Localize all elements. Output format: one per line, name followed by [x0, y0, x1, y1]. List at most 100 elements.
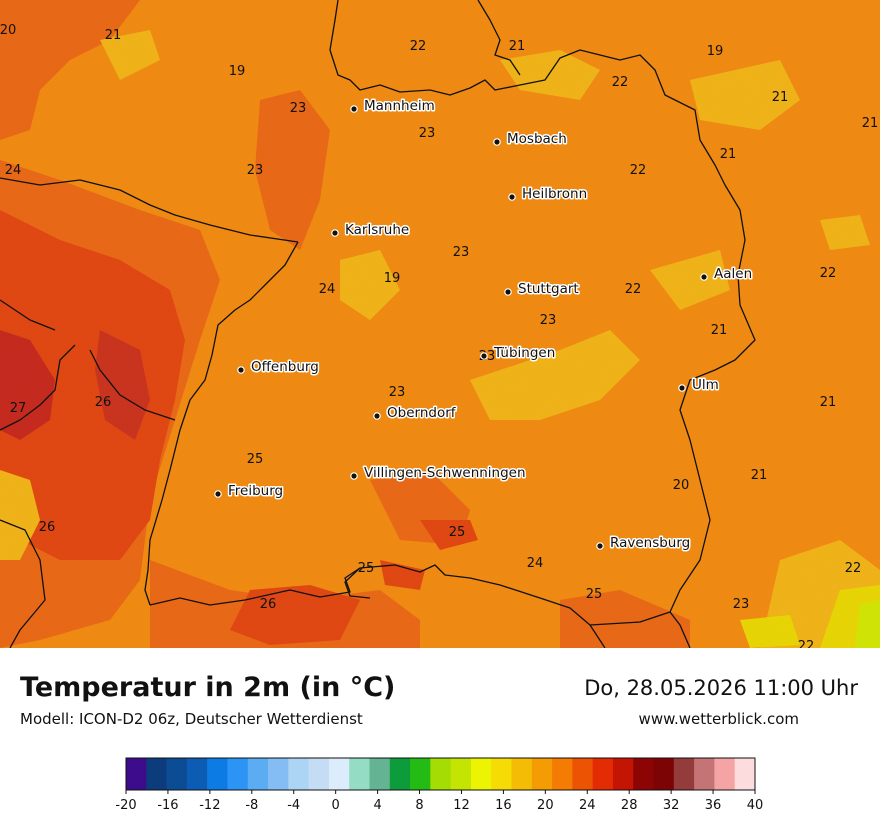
legend-tick-label: 28	[621, 798, 638, 813]
city-marker[interactable]: Oberndorf	[373, 404, 458, 423]
temperature-value: 24	[319, 282, 336, 297]
legend-swatch	[247, 758, 269, 790]
temperature-value: 21	[509, 39, 526, 54]
legend-swatch	[146, 758, 168, 790]
city-marker[interactable]: Mosbach	[493, 130, 568, 149]
legend-tick-label: 40	[747, 798, 764, 813]
temperature-value: 25	[449, 525, 466, 540]
legend-swatch	[531, 758, 553, 790]
website-link[interactable]: www.wetterblick.com	[638, 710, 799, 728]
city-marker[interactable]: Heilbronn	[508, 185, 589, 204]
temperature-value: 23	[247, 163, 264, 178]
temperature-map[interactable]: 20 21 19 22 21 19 22 21 21 23 23 21 24 23 22 23 22 24 19 22…	[0, 0, 880, 648]
temperature-value: 26	[95, 395, 112, 410]
city-dot	[508, 193, 516, 201]
city-marker[interactable]: Ulm	[678, 376, 720, 395]
temperature-value: 21	[862, 116, 879, 131]
temperature-value: 21	[720, 147, 737, 162]
legend-tick-label: 36	[705, 798, 722, 813]
legend-tick-label: 20	[537, 798, 554, 813]
legend-swatch	[470, 758, 492, 790]
temperature-value: 22	[612, 75, 629, 90]
city-dot	[350, 472, 358, 480]
temperature-value: 22	[410, 39, 427, 54]
legend-swatch	[328, 758, 350, 790]
city-marker[interactable]: Stuttgart	[504, 280, 580, 299]
city-name: Oberndorf	[387, 405, 457, 421]
legend-swatch	[734, 758, 756, 790]
legend-tick-label: -4	[287, 798, 300, 813]
title-area: Temperatur in 2m (in °C) Modell: ICON-D2…	[0, 648, 880, 758]
city-dot	[480, 352, 488, 360]
city-dot	[493, 138, 501, 146]
temperature-value: 23	[290, 101, 307, 116]
temperature-value: 22	[845, 561, 862, 576]
city-name: Heilbronn	[522, 186, 587, 202]
city-name: Stuttgart	[518, 281, 579, 297]
temperature-value: 24	[527, 556, 544, 571]
temperature-value: 23	[733, 597, 750, 612]
legend-swatch	[714, 758, 736, 790]
city-marker[interactable]: Karlsruhe	[331, 221, 411, 240]
legend-swatch	[491, 758, 513, 790]
city-dot	[373, 412, 381, 420]
city-dot	[504, 288, 512, 296]
legend-swatch	[369, 758, 391, 790]
city-name: Ravensburg	[610, 535, 690, 551]
temperature-value: 19	[229, 64, 246, 79]
legend-swatch	[288, 758, 310, 790]
temperature-value: 22	[630, 163, 647, 178]
temperature-value: 21	[820, 395, 837, 410]
legend-swatch	[430, 758, 452, 790]
city-dot	[214, 490, 222, 498]
model-source: Modell: ICON-D2 06z, Deutscher Wetterdie…	[20, 710, 363, 728]
city-name: Tübingen	[493, 345, 555, 361]
legend-tick-label: 32	[663, 798, 680, 813]
city-name: Villingen-Schwenningen	[364, 465, 526, 481]
legend-swatch	[572, 758, 594, 790]
temperature-value: 25	[247, 452, 264, 467]
temperature-value: 25	[358, 561, 375, 576]
city-marker[interactable]: Offenburg	[237, 358, 320, 377]
legend-swatch	[633, 758, 655, 790]
legend-swatch	[673, 758, 695, 790]
city-marker[interactable]: Aalen	[700, 265, 754, 284]
city-name: Offenburg	[251, 359, 319, 375]
legend-swatch	[227, 758, 249, 790]
legend-swatch	[552, 758, 573, 790]
city-marker[interactable]: Ravensburg	[596, 534, 692, 553]
city-name: Mannheim	[364, 98, 435, 114]
temperature-value: 21	[772, 90, 789, 105]
temperature-value: 22	[820, 266, 837, 281]
legend-swatch	[450, 758, 472, 790]
valid-datetime: Do, 28.05.2026 11:00 Uhr	[584, 676, 858, 700]
city-name: Mosbach	[507, 131, 567, 147]
city-dot	[237, 366, 245, 374]
legend-swatch	[511, 758, 533, 790]
city-markers: Mannheim Mosbach Heilbronn Karlsruhe Stuttga…	[214, 97, 754, 553]
legend-tick-label: 16	[495, 798, 512, 813]
city-dot	[350, 105, 358, 113]
city-name: Ulm	[692, 377, 719, 393]
legend-tick-label: -12	[199, 798, 220, 813]
city-dot	[596, 542, 604, 550]
temperature-value: 27	[10, 401, 27, 416]
city-marker[interactable]: Villingen-Schwenningen	[350, 464, 527, 483]
legend-swatch	[166, 758, 188, 790]
legend-swatch	[268, 758, 289, 790]
temperature-value: 23	[419, 126, 436, 141]
temperature-value: 21	[711, 323, 728, 338]
borders	[0, 0, 756, 648]
city-marker[interactable]: Mannheim	[350, 97, 436, 116]
temperature-value: 23	[540, 313, 557, 328]
temperature-value: 22	[798, 639, 815, 648]
legend-tick-label: -16	[157, 798, 178, 813]
temperature-value: 26	[39, 520, 56, 535]
temperature-value: 26	[260, 597, 277, 612]
temperature-value: 23	[389, 385, 406, 400]
city-marker[interactable]: Freiburg	[214, 482, 285, 501]
legend-tick-label: -8	[245, 798, 258, 813]
city-marker[interactable]: Tübingen	[480, 344, 557, 363]
legend-frame	[125, 757, 756, 791]
temperature-value: 22	[625, 282, 642, 297]
